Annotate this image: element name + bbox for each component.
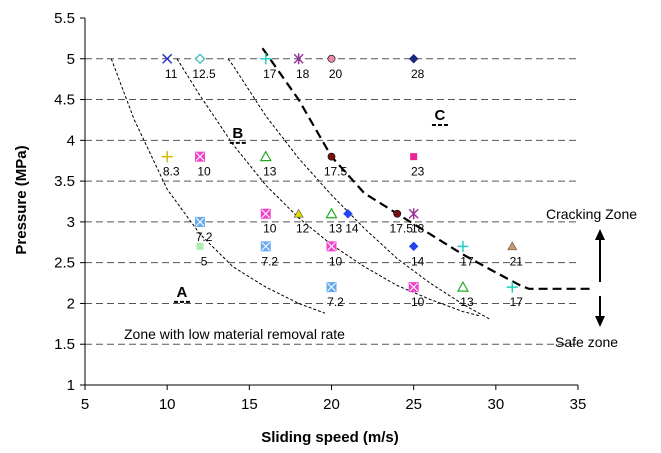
point-label: 17: [510, 295, 524, 309]
data-point: [457, 240, 469, 252]
point-label: 10: [411, 295, 425, 309]
point-label: 13: [329, 222, 343, 236]
point-label: 28: [411, 67, 425, 81]
data-point: [194, 53, 206, 65]
point-label: 14: [345, 222, 359, 236]
point-label: 10: [329, 254, 343, 268]
point-label: 7.2: [261, 254, 278, 268]
data-point: [408, 53, 419, 64]
data-point: [260, 53, 272, 65]
point-label: 5: [201, 254, 208, 268]
data-point: [195, 216, 206, 227]
point-label: 7.2: [327, 295, 344, 309]
y-tick-labels: 1 1.5 2 2.5 3 3.5 4 4.5 5 5.5: [54, 10, 85, 394]
data-point: [260, 241, 271, 252]
data-point: [326, 282, 337, 293]
data-point: [162, 53, 173, 64]
point-label: 17.5: [390, 222, 414, 236]
gridlines: [85, 58, 578, 345]
y-tick-label: 1.5: [54, 336, 75, 353]
safe-zone-label: Safe zone: [555, 334, 618, 350]
data-point: [408, 282, 419, 293]
point-label: 12.5: [192, 67, 216, 81]
data-point: [259, 150, 272, 162]
boundary-curve: [110, 58, 326, 314]
y-tick-label: 4: [67, 132, 75, 149]
y-tick-label: 1: [67, 377, 75, 394]
y-tick-label: 5.5: [54, 10, 75, 27]
data-point: [195, 151, 206, 162]
data-point: [456, 280, 469, 292]
zone-letter: A: [177, 284, 188, 301]
data-point: [293, 208, 304, 218]
point-label: 11: [165, 67, 178, 81]
point-label: 21: [510, 254, 524, 268]
point-label: 23: [411, 165, 425, 179]
point-label: 13: [263, 165, 277, 179]
x-axis-title: Sliding speed (m/s): [261, 429, 399, 446]
data-point: [507, 241, 518, 251]
cracking-zone-label: Cracking Zone: [546, 206, 637, 222]
x-tick-label: 20: [323, 396, 340, 413]
boundary-curve: [176, 58, 480, 317]
x-tick-labels: 5 10 15 20 25 30 35: [81, 385, 587, 413]
point-label: 10: [263, 222, 277, 236]
point-label: 13: [460, 295, 474, 309]
data-point: [293, 53, 304, 65]
boundary-curves: [110, 47, 595, 321]
y-tick-label: 3: [67, 214, 75, 231]
data-point: [410, 153, 418, 161]
point-label: 8.3: [163, 165, 180, 179]
data-point: [393, 209, 402, 218]
data-point: [326, 241, 337, 252]
x-tick-label: 15: [241, 396, 258, 413]
y-tick-label: 5: [67, 51, 75, 68]
low-removal-rate-label: Zone with low material removal rate: [124, 326, 345, 342]
y-tick-label: 3.5: [54, 173, 75, 190]
data-point: [327, 54, 336, 63]
zone-letters: A B C: [173, 107, 450, 303]
crack-boundary-curve: [261, 47, 595, 290]
safe-arrow: [595, 296, 605, 327]
point-label: 18: [296, 67, 310, 81]
point-label: 20: [329, 67, 343, 81]
data-point: [196, 242, 204, 250]
y-tick-label: 4.5: [54, 92, 75, 109]
cracking-arrow: [595, 229, 605, 282]
x-tick-label: 10: [159, 396, 176, 413]
point-label: 12: [296, 222, 310, 236]
data-point: [161, 151, 173, 163]
data-point: [408, 241, 419, 252]
point-label: 10: [197, 165, 211, 179]
x-tick-label: 25: [405, 396, 422, 413]
zone-letter: C: [435, 107, 446, 124]
point-label: 17.5: [324, 165, 348, 179]
data-point: [260, 208, 271, 219]
point-label: 18: [411, 222, 425, 236]
data-points: [161, 53, 518, 293]
y-tick-label: 2: [67, 295, 75, 312]
data-point: [325, 207, 338, 219]
data-point: [343, 208, 353, 219]
point-label: 17: [460, 254, 474, 268]
x-tick-label: 30: [487, 396, 504, 413]
point-label: 7.2: [196, 230, 213, 244]
point-label: 14: [411, 254, 425, 268]
x-tick-label: 5: [81, 396, 89, 413]
point-label: 17: [263, 67, 277, 81]
data-point: [408, 208, 419, 220]
y-tick-label: 2.5: [54, 255, 75, 272]
zone-letter: B: [232, 125, 243, 142]
data-point: [327, 152, 336, 161]
data-point: [506, 281, 518, 293]
y-axis-title: Pressure (MPa): [13, 145, 30, 254]
x-tick-label: 35: [570, 396, 587, 413]
